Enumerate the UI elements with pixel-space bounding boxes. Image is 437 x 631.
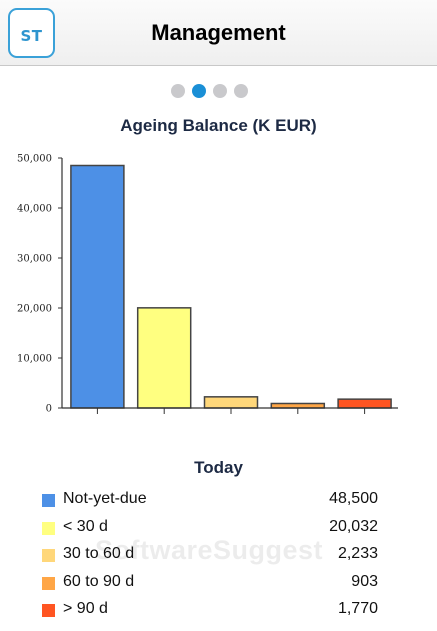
- legend-swatch: [42, 494, 55, 507]
- legend-row: Not-yet-due 48,500: [42, 488, 382, 516]
- chart-title: Ageing Balance (K EUR): [120, 116, 317, 135]
- logo-text: ST: [20, 27, 43, 45]
- y-tick-label: 0: [46, 404, 52, 415]
- page-dot-1[interactable]: [171, 84, 185, 98]
- app-header: ST Management: [0, 0, 437, 66]
- y-tick-label: 10,000: [17, 354, 52, 365]
- legend-label: 60 to 90 d: [63, 572, 135, 590]
- app-logo[interactable]: ST: [8, 8, 55, 58]
- legend-label: > 90 d: [63, 600, 108, 617]
- y-tick-label: 50,000: [17, 154, 52, 165]
- chart-bar: [337, 398, 392, 409]
- legend-row: 30 to 60 d 2,233: [42, 543, 382, 571]
- legend-value: 1,770: [337, 600, 378, 617]
- chart-bar: [70, 164, 125, 409]
- page-title: Management: [151, 20, 286, 45]
- chart-bar: [270, 402, 326, 409]
- legend-value: 903: [351, 572, 378, 590]
- page-dot-2[interactable]: [192, 84, 206, 98]
- legend-label: < 30 d: [63, 517, 108, 535]
- legend-row: < 30 d 20,032: [42, 516, 382, 544]
- legend-label: 30 to 60 d: [63, 545, 135, 562]
- legend-swatch: [42, 521, 55, 535]
- y-tick-label: 20,000: [17, 304, 52, 315]
- legend-row: > 90 d 1,770: [42, 598, 382, 626]
- summary-title: Today: [194, 458, 243, 477]
- y-tick-label: 30,000: [17, 254, 52, 265]
- chart-bar: [203, 396, 259, 409]
- legend-row: 60 to 90 d 903: [42, 571, 382, 599]
- legend-swatch: [42, 549, 55, 562]
- legend-value: 2,233: [337, 545, 378, 562]
- y-tick-label: 40,000: [17, 204, 52, 215]
- page-dot-4[interactable]: [234, 84, 248, 98]
- ageing-balance-chart: 0 10,000 20,000 30,000 40,000 50,000: [17, 154, 398, 415]
- legend-label: Not-yet-due: [63, 490, 147, 507]
- legend-value: 20,032: [329, 517, 378, 535]
- legend-swatch: [42, 576, 55, 590]
- legend-swatch: [42, 604, 55, 617]
- summary-legend: Not-yet-due 48,500 < 30 d 20,032 30 to 6…: [42, 488, 382, 626]
- chart-bar: [136, 307, 192, 409]
- page-dot-3[interactable]: [213, 84, 227, 98]
- legend-value: 48,500: [329, 490, 378, 507]
